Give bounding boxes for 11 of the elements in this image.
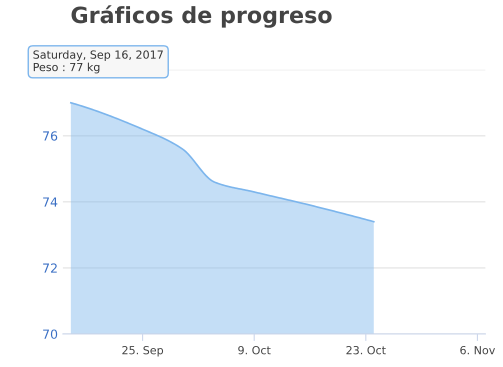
x-tick-label: 9. Oct: [238, 346, 271, 354]
x-tick-label: 25. Sep: [122, 346, 164, 357]
y-tick-label: 70: [43, 329, 58, 339]
x-tick-label: 23. Oct: [346, 346, 386, 354]
y-tick-label: 74: [43, 197, 58, 207]
y-tick-label: 76: [43, 131, 58, 141]
x-tick-label: 6. Nov: [460, 346, 495, 354]
y-tick-label: 72: [43, 263, 57, 273]
chart-title: Gráficos de progreso: [72, 5, 332, 28]
text: Saturday, Sep 16, 2017: [33, 50, 163, 61]
annotation: Peso : 77 kg: [34, 62, 100, 74]
